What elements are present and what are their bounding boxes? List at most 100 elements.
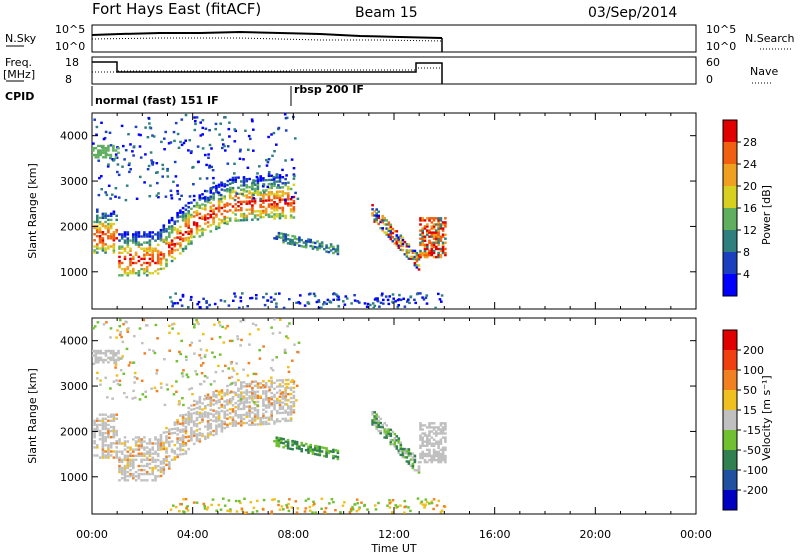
echo-cell — [249, 137, 252, 141]
echo-cell — [132, 361, 135, 364]
echo-cell — [289, 208, 293, 211]
echo-cell — [444, 446, 447, 449]
echo-cell — [216, 191, 220, 194]
echo-cell — [239, 398, 243, 401]
echo-cell — [308, 505, 312, 509]
echo-cell — [262, 412, 265, 416]
echo-cell — [381, 218, 384, 222]
echo-cell — [123, 479, 127, 482]
echo-cell — [218, 353, 222, 356]
echo-cell — [407, 298, 410, 301]
echo-cell — [195, 435, 199, 438]
echo-cell — [385, 424, 388, 427]
echo-cell — [134, 436, 138, 439]
echo-cell — [421, 231, 424, 234]
echo-cell — [109, 425, 113, 429]
echo-cell — [132, 255, 135, 259]
colorbar-tick-label: -50 — [743, 444, 761, 457]
echo-cell — [184, 450, 188, 453]
echo-cell — [179, 244, 182, 247]
echo-cell — [93, 440, 96, 443]
echo-cell — [146, 168, 150, 171]
echo-cell — [382, 298, 385, 302]
echo-cell — [286, 233, 290, 237]
echo-cell — [289, 386, 293, 390]
echo-cell — [432, 438, 436, 441]
echo-cell — [280, 441, 283, 444]
echo-cell — [212, 403, 215, 406]
echo-cell — [417, 467, 421, 470]
echo-cell — [245, 196, 249, 199]
echo-cell — [430, 249, 434, 253]
echo-cell — [391, 240, 395, 243]
echo-cell — [292, 404, 296, 408]
echo-cell — [174, 121, 178, 125]
echo-cell — [112, 149, 115, 152]
echo-cell — [157, 192, 160, 195]
echo-cell — [104, 352, 108, 355]
echo-cell — [195, 205, 199, 209]
echo-cell — [395, 242, 399, 245]
echo-cell — [296, 507, 300, 510]
echo-cell — [143, 267, 146, 271]
echo-cell — [401, 248, 405, 252]
echo-cell — [283, 348, 287, 351]
echo-cell — [381, 292, 384, 295]
station-title: Fort Hays East (fitACF) — [92, 0, 261, 18]
echo-cell — [101, 442, 105, 445]
cpid-segment-1: normal (fast) 151 IF — [95, 94, 219, 107]
echo-cell — [284, 198, 287, 202]
echo-cell — [154, 452, 157, 455]
echo-cell — [201, 416, 204, 419]
echo-cell — [99, 352, 103, 355]
echo-cell — [395, 435, 399, 438]
echo-cell — [107, 433, 110, 437]
echo-cell — [228, 412, 232, 415]
echo-cell — [415, 258, 419, 261]
echo-cell — [143, 257, 146, 261]
echo-cell — [96, 425, 99, 429]
echo-cell — [95, 125, 99, 129]
echo-cell — [267, 404, 271, 407]
echo-cell — [109, 352, 113, 355]
echo-cell — [381, 221, 384, 224]
echo-cell — [198, 413, 202, 416]
echo-cell — [177, 146, 181, 149]
echo-cell — [168, 241, 171, 245]
echo-cell — [190, 240, 193, 243]
echo-cell — [421, 442, 424, 445]
echo-cell — [190, 201, 193, 204]
echo-cell — [115, 237, 118, 240]
echo-cell — [132, 448, 135, 451]
echo-cell — [277, 500, 280, 503]
echo-cell — [137, 243, 141, 246]
echo-cell — [198, 438, 202, 441]
echo-cell — [181, 442, 185, 445]
echo-cell — [109, 144, 113, 147]
colorbar-swatch — [723, 390, 737, 410]
echo-cell — [201, 147, 205, 150]
echo-cell — [257, 328, 260, 331]
echo-cell — [242, 407, 246, 410]
echo-cell — [437, 219, 440, 222]
echo-cell — [107, 356, 110, 359]
echo-cell — [432, 245, 436, 249]
echo-cell — [289, 198, 293, 201]
echo-cell — [217, 419, 221, 422]
echo-cell — [134, 444, 138, 447]
echo-cell — [187, 419, 190, 422]
echo-cell — [391, 227, 395, 231]
echo-cell — [203, 355, 207, 358]
echo-cell — [189, 298, 193, 301]
echo-cell — [215, 412, 218, 415]
echo-cell — [148, 195, 152, 198]
echo-cell — [374, 508, 378, 511]
echo-cell — [215, 395, 218, 399]
echo-cell — [222, 341, 226, 344]
echo-cell — [281, 208, 285, 212]
echo-cell — [259, 209, 262, 213]
echo-cell — [417, 254, 421, 257]
colorbar-swatch — [723, 274, 737, 296]
echo-cell — [168, 436, 171, 439]
